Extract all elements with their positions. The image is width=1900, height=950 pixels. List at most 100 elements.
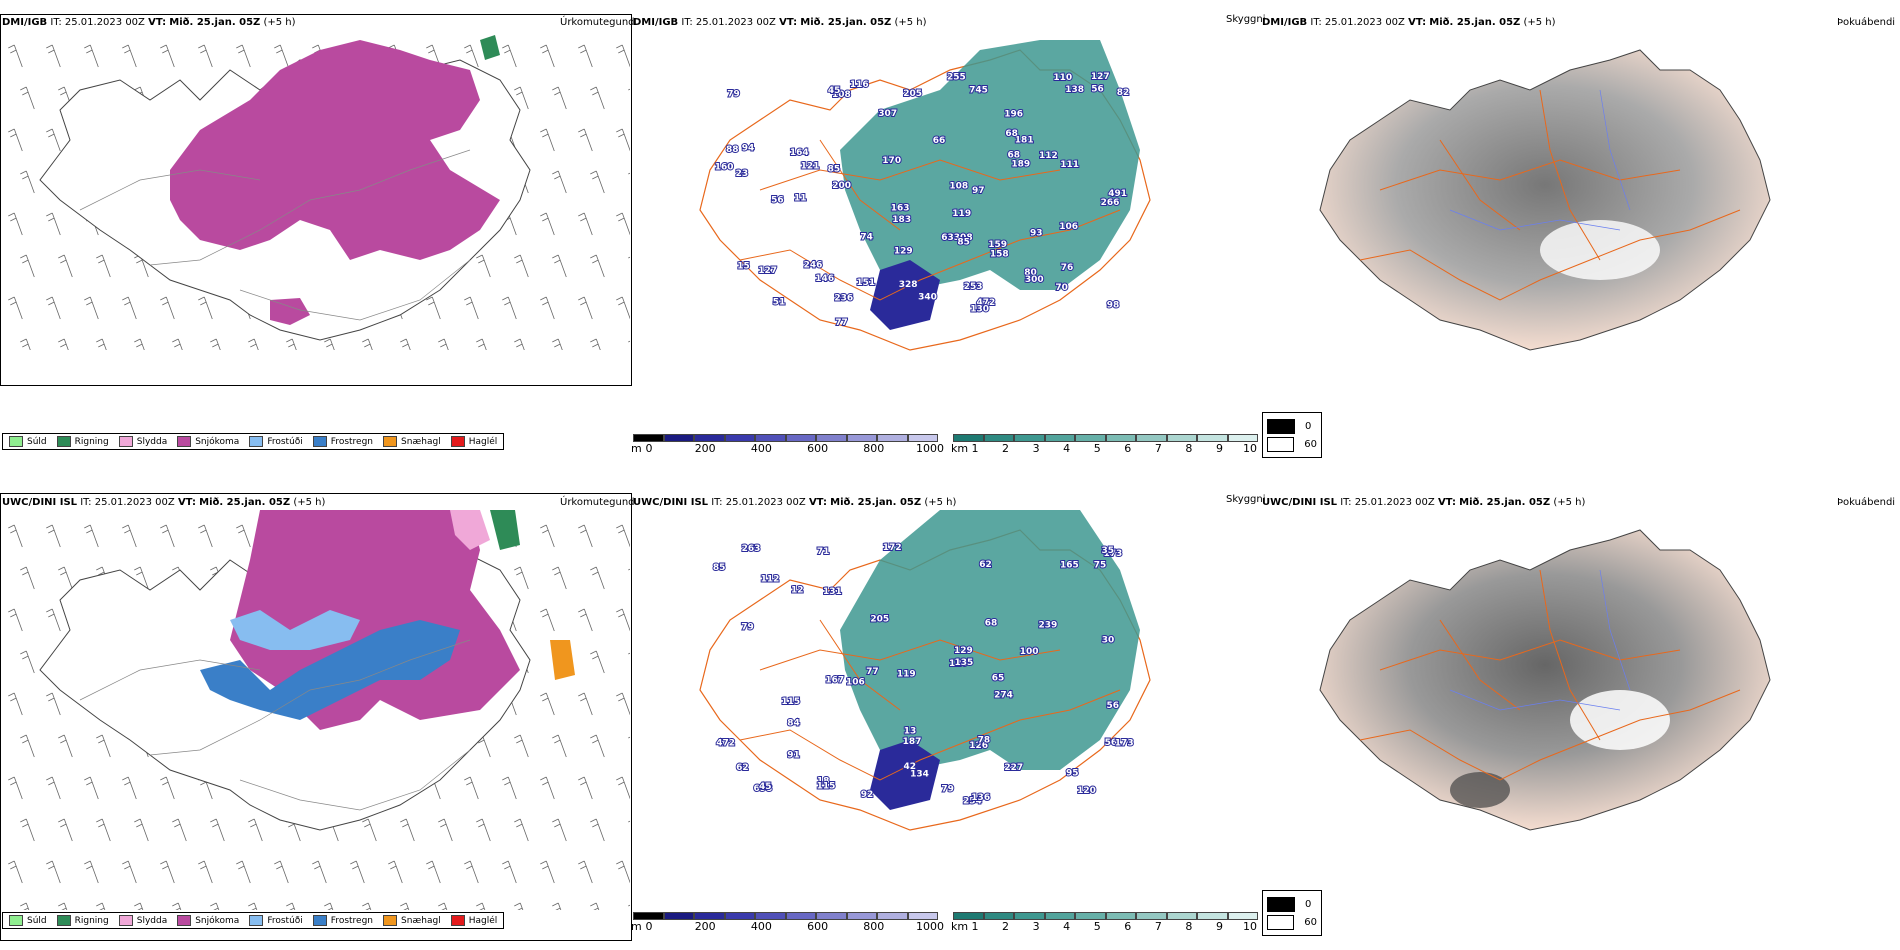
legend-swatch xyxy=(383,915,398,926)
precip-legend: Súld Rigning Slydda Snjókoma Frostúði Frostre… xyxy=(2,433,505,450)
wind-barb xyxy=(578,860,593,884)
cloud-base-label: 172 xyxy=(883,543,902,553)
cloud-base-label: 79 xyxy=(941,785,954,795)
map-title: Úrkomutegund xyxy=(560,497,635,508)
iceland-outline xyxy=(1319,49,1771,351)
colorbar-cell xyxy=(1105,912,1136,920)
cloud-base-label: 11 xyxy=(794,193,807,203)
colorbar-cell xyxy=(907,912,938,920)
cloud-base-label: 138 xyxy=(1065,85,1084,95)
model-name: UWC/DINI ISL xyxy=(2,497,78,508)
legend-item: Rigning xyxy=(56,915,109,926)
colorbar-cell xyxy=(1044,912,1075,920)
wind-barb xyxy=(426,296,441,320)
frz-rain-area xyxy=(200,620,460,720)
wind-barb xyxy=(20,902,30,910)
legend-swatch xyxy=(249,915,264,926)
wind-barb xyxy=(590,734,605,758)
wind-barb xyxy=(172,818,187,842)
wind-barb xyxy=(8,692,23,716)
cloud-base-area xyxy=(870,740,940,810)
colorbar-tick: 5 xyxy=(1093,442,1101,455)
rain-area xyxy=(490,510,520,550)
wind-barb xyxy=(324,338,335,350)
wind-barb xyxy=(248,818,263,842)
wind-barb xyxy=(8,524,23,548)
cloud-base-label: 173 xyxy=(1115,739,1134,749)
legend-swatch xyxy=(9,915,23,926)
wind-barb xyxy=(540,692,555,716)
fog-map xyxy=(1319,529,1771,831)
wind-barb xyxy=(502,296,517,320)
cloud-base-label: 76 xyxy=(1061,263,1074,273)
wind-barb xyxy=(578,692,593,716)
cloud-base-label: 246 xyxy=(804,261,823,271)
legend-item: Frostúði xyxy=(249,915,303,926)
wind-barb xyxy=(198,296,213,320)
wind-barb xyxy=(58,734,73,758)
wind-barb xyxy=(84,776,99,800)
legend-swatch xyxy=(312,436,327,447)
cloud-base-label: 84 xyxy=(787,718,800,728)
wind-barb xyxy=(616,128,630,152)
colorbar-cell xyxy=(846,434,877,442)
wind-barb xyxy=(20,254,35,278)
cloud-base-label: 266 xyxy=(1101,198,1120,208)
lead-time: (+5 h) xyxy=(1553,497,1586,508)
map-header: UWC/DINI ISL IT: 25.01.2023 00Z VT: Mið.… xyxy=(2,497,325,509)
colorbar-tick: 1 xyxy=(971,920,979,933)
cloud-base-label: 68 xyxy=(985,618,998,628)
wind-barb xyxy=(122,44,137,68)
cloud-base-label: 167 xyxy=(825,676,844,686)
cloud-base-area xyxy=(870,260,940,330)
cloud-base-label: 119 xyxy=(952,209,971,219)
wind-barb xyxy=(540,860,555,884)
cloud-base-label: 120 xyxy=(1077,786,1096,796)
wind-barb xyxy=(134,818,149,842)
wind-barb xyxy=(198,44,213,68)
colorbar-cell xyxy=(1105,434,1136,442)
colorbar-cell xyxy=(877,912,908,920)
cloud-base-label: 163 xyxy=(891,204,910,214)
wind-barb xyxy=(628,820,630,823)
precip-legend: Súld Rigning Slydda Snjókoma Frostúði Frostre… xyxy=(2,912,505,929)
wind-barb xyxy=(96,254,111,278)
wind-barb xyxy=(8,44,23,68)
init-time: IT: 25.01.2023 00Z xyxy=(681,17,776,28)
wind-barb xyxy=(46,128,61,152)
valid-label: VT: xyxy=(148,17,167,28)
wind-barb xyxy=(552,338,563,350)
legend-swatch xyxy=(56,915,71,926)
colorbar-cell xyxy=(724,912,755,920)
wind-barb xyxy=(312,860,327,884)
cloud-base-label: 77 xyxy=(866,667,879,677)
fog-legend-item: 60 xyxy=(1267,913,1317,931)
colorbar-cell xyxy=(755,912,786,920)
map-header: DMI/IGB IT: 25.01.2023 00Z VT: Mið. 25.j… xyxy=(633,17,927,29)
cloud-base-label: 263 xyxy=(742,544,761,554)
wind-barb xyxy=(590,818,605,842)
legend-item: Snæhagl xyxy=(383,915,441,926)
wind-barb xyxy=(616,44,630,68)
colorbar-tick: 10 xyxy=(1243,442,1257,455)
valid-label: VT: xyxy=(177,497,196,508)
cloud-base-label: 187 xyxy=(903,737,922,747)
cloud-base-label: 340 xyxy=(918,293,937,303)
colorbar-cell xyxy=(785,912,816,920)
colorbar-cell xyxy=(953,434,984,442)
rivers xyxy=(1449,89,1631,231)
wind-barb xyxy=(400,902,410,910)
wind-barb xyxy=(160,44,175,68)
fog-index-legend: 0 60 xyxy=(1262,412,1322,458)
cloud-base-label: 129 xyxy=(894,247,913,257)
lead-time: (+5 h) xyxy=(293,497,326,508)
map-title: Úrkomutegund xyxy=(560,17,635,28)
legend-swatch xyxy=(383,436,398,447)
snow-area-south xyxy=(270,298,310,325)
cloud-base-label: 491 xyxy=(1108,189,1127,199)
colorbar-tick: 6 xyxy=(1124,442,1132,455)
cloud-base-label: 85 xyxy=(957,238,970,248)
wind-barb xyxy=(476,338,487,350)
colorbar-tick: 7 xyxy=(1154,442,1162,455)
wind-barb xyxy=(438,338,449,350)
